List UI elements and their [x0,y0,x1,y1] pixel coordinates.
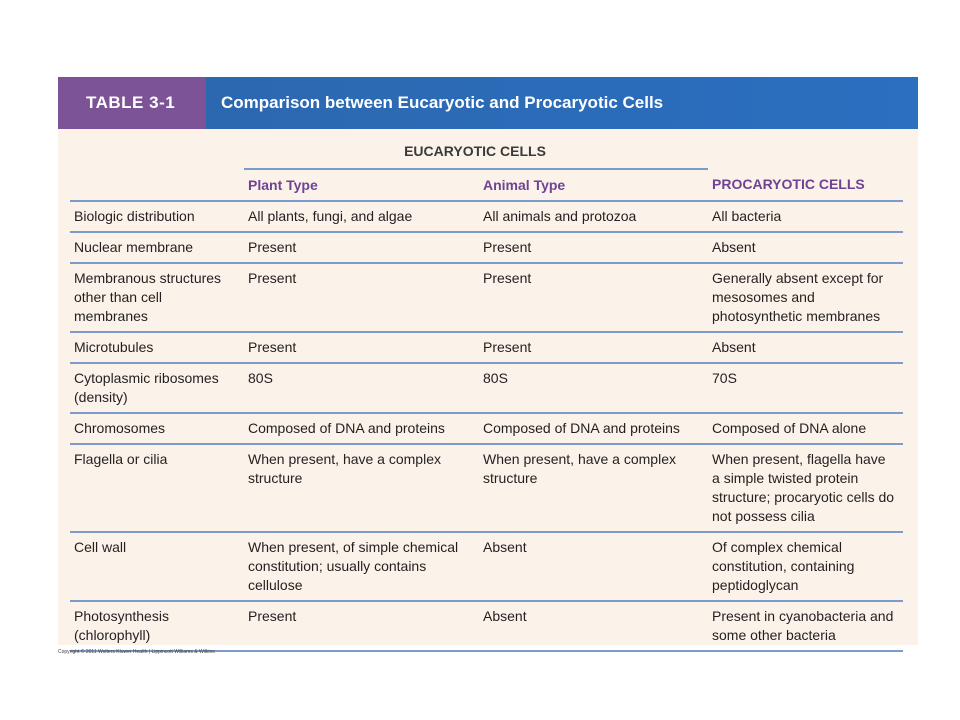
table-cell: All animals and protozoa [479,201,709,233]
table-cell: When present, flagella have a simple twi… [708,444,904,533]
table-cell: When present, of simple chemical constit… [244,532,479,602]
table-cell: 80S [244,363,479,414]
table-cell: Present [479,332,709,364]
table-row: Membranous structures other than cell me… [70,263,904,333]
table-cell: 80S [479,363,709,414]
column-header-row: Plant Type Animal Type PROCARYOTIC CELLS [70,169,904,202]
table-cell: Composed of DNA and proteins [244,413,479,445]
table-cell: Present [244,332,479,364]
row-header: Chromosomes [70,413,244,445]
table-cell: Composed of DNA and proteins [479,413,709,445]
table-cell: Absent [708,332,904,364]
table-cell: Present [479,232,709,264]
table-cell: Present [479,263,709,333]
group-header: EUCARYOTIC CELLS [244,129,709,170]
table-row: Nuclear membrane Present Present Absent [70,232,904,264]
blank-cell [708,129,903,169]
table-frame: TABLE 3-1 Comparison between Eucaryotic … [58,77,918,652]
table-cell: Absent [479,532,709,602]
table-cell: Absent [479,601,709,652]
table-cell: Present [244,601,479,652]
table-row: Biologic distribution All plants, fungi, … [70,201,904,233]
row-header: Cytoplasmic ribosomes (density) [70,363,244,414]
copyright: Copyright © 2011 Wolters Kluwer Health |… [58,649,215,655]
header-band: TABLE 3-1 Comparison between Eucaryotic … [58,77,918,129]
row-header: Photosynthesis (chlorophyll) [70,601,244,652]
column-header: PROCARYOTIC CELLS [708,169,904,202]
table-row: Flagella or cilia When present, have a co… [70,444,904,533]
column-header: Animal Type [479,169,709,202]
column-header: Plant Type [244,169,479,202]
table-cell: Present in cyanobacteria and some other … [708,601,904,652]
row-header: Membranous structures other than cell me… [70,263,244,333]
table-cell: Composed of DNA alone [708,413,904,445]
row-header: Cell wall [70,532,244,602]
comparison-table: EUCARYOTIC CELLS Plant Type Animal Type PRO… [70,129,904,652]
row-header: Microtubules [70,332,244,364]
table-title: Comparison between Eucaryotic and Procar… [206,77,918,129]
table-row: Microtubules Present Present Absent [70,332,904,364]
table-cell: Of complex chemical constitution, contai… [708,532,904,602]
table-cell: All bacteria [708,201,904,233]
table-label: TABLE 3-1 [58,77,206,129]
table-row: Cell wall When present, of simple chemica… [70,532,904,602]
table-row: Cytoplasmic ribosomes (density) 80S 80S 70S [70,363,904,414]
blank-cell [70,169,244,202]
table-cell: All plants, fungi, and algae [244,201,479,233]
blank-cell [70,129,244,169]
group-header-row: EUCARYOTIC CELLS [70,129,903,170]
table-cell: Generally absent except for mesosomes an… [708,263,904,333]
table-cell: Absent [708,232,904,264]
table-row: Chromosomes Composed of DNA and proteins C… [70,413,904,445]
row-header: Nuclear membrane [70,232,244,264]
table-row: Photosynthesis (chlorophyll) Present Absen… [70,601,904,652]
row-header: Biologic distribution [70,201,244,233]
table-cell: Present [244,232,479,264]
table-cell: When present, have a complex structure [479,444,709,533]
table-cell: When present, have a complex structure [244,444,479,533]
table-cell: Present [244,263,479,333]
row-header: Flagella or cilia [70,444,244,533]
table-cell: 70S [708,363,904,414]
